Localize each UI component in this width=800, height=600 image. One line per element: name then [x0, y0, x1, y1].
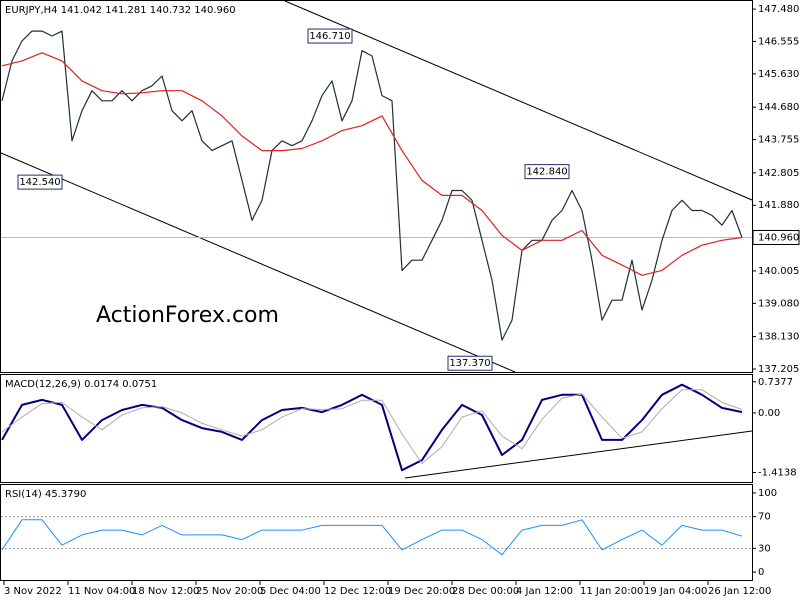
watermark: ActionForex.com — [96, 303, 279, 328]
x-tick-label: 25 Nov 20:00 — [196, 586, 263, 597]
y-tick-label: 138.130 — [758, 332, 799, 343]
annotation-label: 137.370 — [449, 358, 490, 369]
y-tick-label: 100 — [758, 488, 777, 499]
x-tick-label: 5 Dec 04:00 — [260, 586, 321, 597]
x-tick-label: 11 Jan 20:00 — [580, 586, 643, 597]
y-tick-label: 143.755 — [758, 135, 799, 146]
x-tick-label: 4 Jan 12:00 — [516, 586, 573, 597]
y-tick-label: -1.4138 — [758, 467, 797, 478]
price-panel — [0, 0, 753, 373]
x-tick-label: 28 Dec 00:00 — [452, 586, 519, 597]
channel-upper — [284, 0, 753, 201]
x-tick-label: 3 Nov 2022 — [4, 586, 62, 597]
annotation-box — [307, 28, 353, 44]
macd-panel — [0, 374, 753, 483]
y-tick-label: 145.630 — [758, 69, 799, 80]
y-tick-label: 144.680 — [758, 102, 799, 113]
y-tick-label: 0.7377 — [758, 377, 793, 388]
annotation-box — [524, 164, 570, 180]
x-tick-label: 26 Jan 12:00 — [708, 586, 771, 597]
series-line — [1, 30, 743, 341]
panel-title: MACD(12,26,9) 0.0174 0.0751 — [5, 379, 157, 390]
annotation-label: 142.540 — [19, 177, 60, 188]
macd-trendline — [404, 430, 753, 479]
y-tick-label: 137.205 — [758, 364, 799, 375]
y-tick-label: 0 — [758, 567, 764, 578]
panel-title: RSI(14) 45.3790 — [5, 489, 86, 500]
y-tick-label: 0.00 — [758, 408, 780, 419]
x-tick-label: 12 Dec 12:00 — [324, 586, 391, 597]
x-tick-label: 11 Nov 04:00 — [68, 586, 135, 597]
annotation-box — [447, 355, 493, 371]
series-line — [1, 519, 743, 556]
channel-lower — [0, 152, 516, 373]
y-tick-label: 147.480 — [758, 4, 799, 15]
y-tick-label: 139.080 — [758, 298, 799, 309]
y-tick-label: 70 — [758, 512, 771, 523]
last-price-label: 140.960 — [758, 232, 799, 243]
annotation-label: 146.710 — [309, 31, 350, 42]
y-tick-label: 146.555 — [758, 36, 799, 47]
annotation-box — [17, 174, 63, 190]
series-line — [1, 389, 743, 464]
y-tick-label: 140.005 — [758, 266, 799, 277]
series-line — [1, 52, 743, 276]
x-tick-label: 19 Dec 20:00 — [388, 586, 455, 597]
last-price-box — [752, 229, 800, 245]
series-line — [1, 383, 743, 472]
rsi-panel — [0, 484, 753, 581]
y-tick-label: 141.880 — [758, 200, 799, 211]
y-tick-label: 142.805 — [758, 168, 799, 179]
x-tick-label: 18 Nov 12:00 — [132, 586, 199, 597]
annotation-label: 142.840 — [526, 167, 567, 178]
panel-title: EURJPY,H4 141.042 141.281 140.732 140.96… — [5, 5, 236, 16]
y-tick-label: 30 — [758, 543, 771, 554]
x-tick-label: 19 Jan 04:00 — [644, 586, 707, 597]
